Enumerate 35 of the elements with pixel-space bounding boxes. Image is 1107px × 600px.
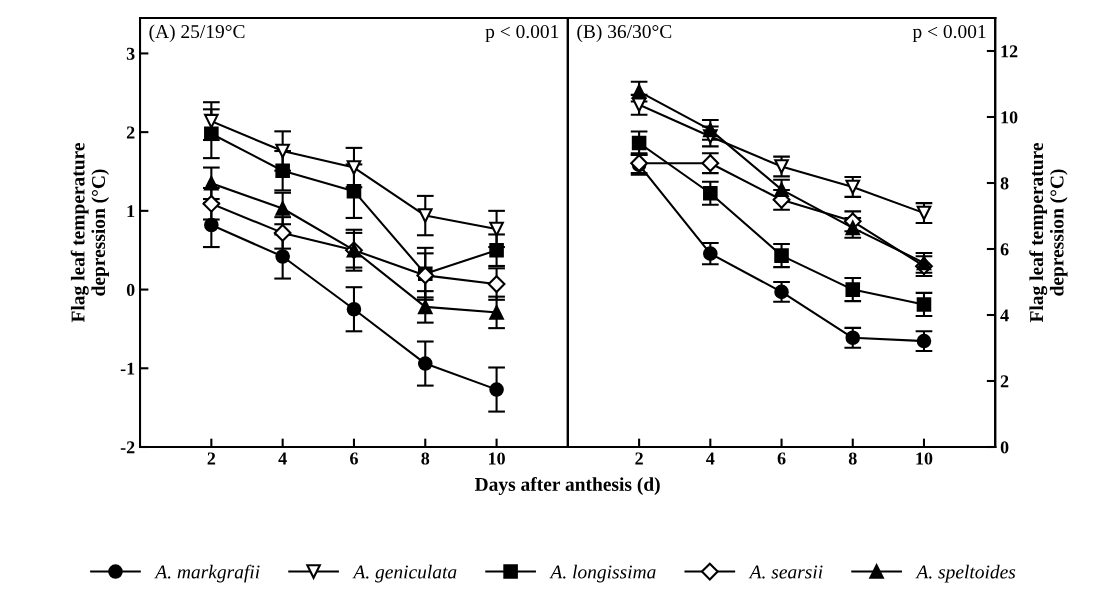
x-tick-label: 4	[706, 452, 715, 465]
y-tick-label: 0	[126, 283, 135, 297]
x-tick-label: 6	[777, 452, 786, 465]
y2-tick-label: 12	[1001, 45, 1018, 58]
y-tick-label: 2	[126, 126, 135, 139]
annotation: p < 0.001	[912, 25, 986, 43]
y2-tick-label: 8	[1000, 177, 1009, 190]
x-axis-title: Days after anthesis (d)	[474, 477, 660, 495]
x-tick-label: 6	[350, 452, 358, 465]
legend-label: A. longissima	[549, 564, 656, 583]
y-axis-title: Flag leaf temperature depression (°C)	[70, 143, 110, 323]
y2-tick-label: 0	[1000, 441, 1009, 454]
y2-tick-label: 2	[1000, 375, 1009, 388]
annotation: (B) 36/30°C	[577, 24, 672, 43]
annotation: p < 0.001	[485, 25, 559, 43]
y2-tick-label: 10	[1001, 111, 1018, 124]
legend-label: A. geniculata	[352, 564, 457, 583]
y-tick-label: 1	[127, 205, 135, 218]
y-tick-label: -1	[120, 362, 135, 375]
y2-tick-label: 6	[1000, 243, 1009, 256]
legend-label: A. searsii	[748, 565, 823, 579]
x-tick-label: 4	[278, 452, 287, 465]
x-tick-label: 8	[421, 452, 430, 465]
y2-tick-label: 4	[1000, 309, 1009, 322]
x-tick-label: 10	[489, 452, 505, 465]
annotation: (A) 25/19°C	[149, 24, 245, 43]
x-tick-label: 2	[207, 452, 216, 465]
legend-label: A. speltoides	[915, 564, 1016, 583]
y2-axis-title: Flag leaf temperature depression (°C)	[1029, 143, 1068, 323]
y-tick-label: -2	[120, 441, 135, 454]
x-tick-label: 8	[848, 452, 857, 465]
y-tick-label: 3	[126, 47, 135, 60]
x-tick-label: 10	[916, 452, 933, 465]
x-tick-label: 2	[635, 452, 643, 465]
legend-label: A. markgrafii	[154, 564, 260, 583]
